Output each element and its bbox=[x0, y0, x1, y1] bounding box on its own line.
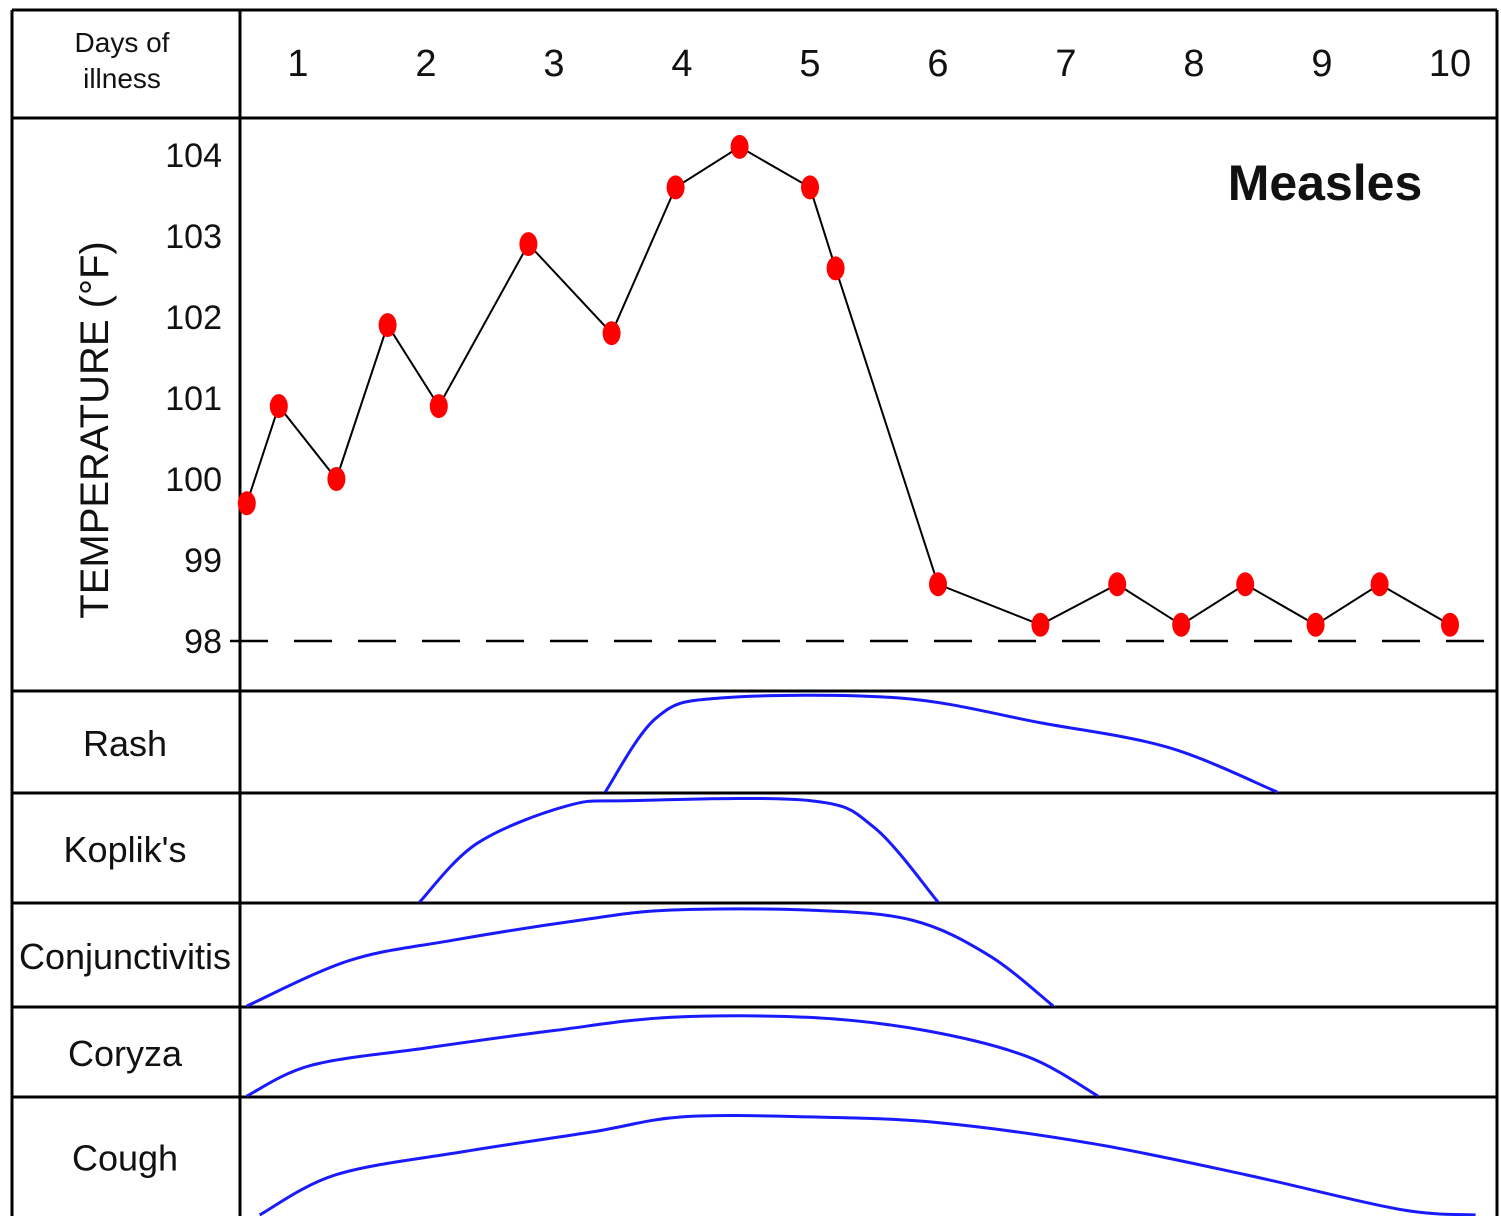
temperature-point bbox=[801, 175, 819, 200]
symptom-row: Rash bbox=[83, 693, 1278, 794]
symptom-label: Rash bbox=[83, 723, 167, 764]
day-tick-label: 4 bbox=[671, 43, 692, 85]
header-label-line1: Days of bbox=[75, 27, 170, 58]
symptom-label: Coryza bbox=[68, 1033, 183, 1074]
temperature-panel: TEMPERATURE (°F) 98 99 100 101 102 103 104 Mea… bbox=[73, 134, 1497, 661]
temperature-point bbox=[327, 467, 346, 491]
symptom-row: Cough bbox=[72, 1114, 1476, 1216]
temperature-point bbox=[378, 313, 397, 338]
day-tick-label: 8 bbox=[1183, 43, 1204, 85]
day-tick-label: 5 bbox=[799, 43, 820, 85]
header-label-line2: illness bbox=[83, 63, 161, 94]
symptom-curve bbox=[418, 796, 940, 904]
days-header: Days of illness 1 2 3 4 5 6 7 8 9 10 bbox=[75, 27, 1472, 94]
day-tick-label: 3 bbox=[543, 43, 564, 85]
symptom-curve bbox=[246, 1014, 1099, 1098]
symptom-curve bbox=[258, 1114, 1476, 1216]
y-tick-label: 103 bbox=[165, 218, 222, 256]
y-tick-label: 99 bbox=[184, 542, 222, 580]
y-axis-label: TEMPERATURE (°F) bbox=[73, 241, 117, 618]
y-tick-label: 101 bbox=[165, 380, 222, 418]
temperature-point bbox=[602, 321, 621, 346]
temperature-point bbox=[1031, 612, 1050, 637]
symptom-row: Koplik's bbox=[64, 796, 940, 904]
temperature-point bbox=[1236, 572, 1255, 597]
temperature-point bbox=[929, 572, 947, 597]
day-tick-label: 10 bbox=[1429, 43, 1471, 85]
y-tick-label: 104 bbox=[165, 137, 222, 175]
temperature-point bbox=[237, 491, 256, 516]
y-tick-label: 102 bbox=[165, 299, 222, 337]
y-tick-label: 100 bbox=[165, 461, 222, 499]
temperature-point bbox=[1370, 572, 1389, 597]
symptom-label: Cough bbox=[72, 1138, 178, 1179]
temperature-point bbox=[730, 134, 749, 159]
symptom-label: Koplik's bbox=[64, 829, 187, 870]
symptom-row: Coryza bbox=[68, 1014, 1099, 1098]
temperature-point bbox=[1441, 612, 1459, 637]
symptom-panels: Rash Koplik's Conjunctivitis Coryza Cough bbox=[19, 693, 1476, 1216]
symptom-label: Conjunctivitis bbox=[19, 936, 231, 977]
y-tick-labels: 98 99 100 101 102 103 104 bbox=[165, 137, 222, 661]
symptom-row: Conjunctivitis bbox=[19, 907, 1055, 1008]
temperature-point bbox=[269, 394, 288, 419]
symptom-curve bbox=[246, 907, 1055, 1008]
temperature-point bbox=[519, 232, 538, 257]
temperature-point bbox=[1306, 612, 1325, 637]
temperature-point bbox=[429, 394, 448, 419]
day-tick-labels: 1 2 3 4 5 6 7 8 9 10 bbox=[287, 43, 1471, 85]
symptom-curve bbox=[603, 693, 1278, 794]
temperature-line bbox=[245, 145, 1451, 626]
chart-title: Measles bbox=[1228, 155, 1423, 211]
temperature-point bbox=[666, 175, 685, 200]
y-tick-label: 98 bbox=[184, 623, 222, 661]
temperature-point bbox=[1172, 612, 1191, 637]
day-tick-label: 7 bbox=[1055, 43, 1076, 85]
temperature-points bbox=[237, 134, 1459, 637]
temperature-point bbox=[826, 256, 845, 281]
day-tick-label: 2 bbox=[415, 43, 436, 85]
temperature-point bbox=[1108, 572, 1127, 597]
day-tick-label: 1 bbox=[287, 43, 308, 85]
table-frame bbox=[10, 8, 1499, 1216]
day-tick-label: 9 bbox=[1311, 43, 1332, 85]
day-tick-label: 6 bbox=[927, 43, 948, 85]
